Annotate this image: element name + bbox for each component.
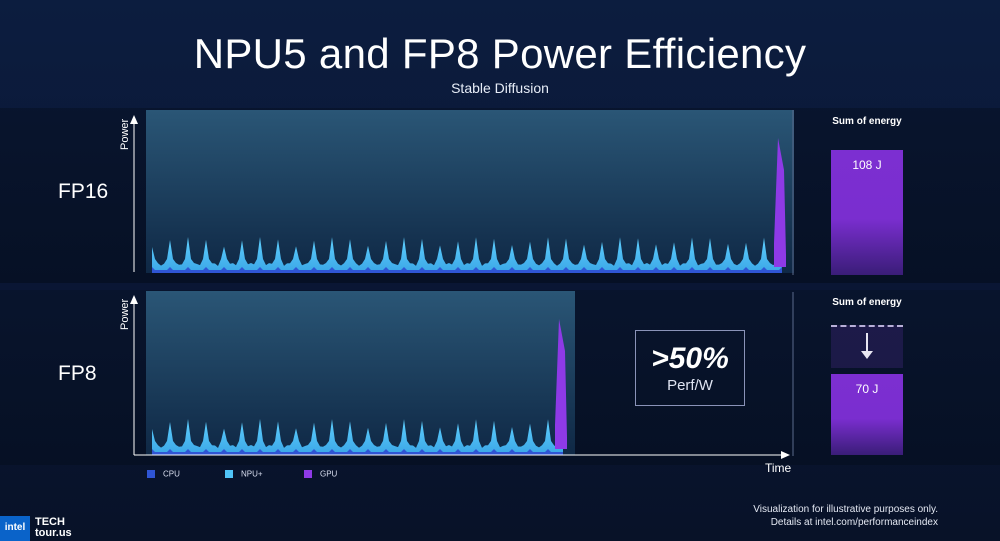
tech-tour-logo: TECH tour.us — [35, 517, 72, 539]
npu-series-area-fp16 — [152, 237, 782, 273]
page-subtitle: Stable Diffusion — [451, 80, 549, 96]
energy-title-fp16: Sum of energy — [832, 116, 902, 127]
legend-item-gpu: GPU — [304, 469, 337, 483]
x-axis-arrow-icon — [781, 451, 790, 459]
legend-item-npu: NPU+ — [225, 469, 263, 483]
plot-area-fp16 — [146, 110, 794, 273]
energy-bar-fp16: 108 J — [831, 150, 903, 275]
gpu-series-spike-fp8 — [555, 319, 567, 449]
cpu-swatch — [147, 469, 155, 478]
npu-swatch — [225, 469, 233, 478]
tech-tour-line-1: TECH — [35, 516, 65, 528]
y-axis-arrow-icon-fp16 — [130, 115, 138, 124]
y-axis-label-fp16: Power — [119, 118, 131, 150]
page-title: NPU5 and FP8 Power Efficiency — [193, 30, 807, 77]
energy-value-fp16: 108 J — [852, 158, 882, 172]
y-axis-label-fp8: Power — [119, 298, 131, 330]
row-label-fp8: FP8 — [58, 362, 97, 385]
tech-tour-line-2: tour.us — [35, 527, 72, 539]
energy-value-fp8: 70 J — [855, 382, 879, 396]
legend-label-cpu: CPU — [163, 469, 180, 479]
down-arrow-icon — [866, 333, 868, 353]
footnote-line-1: Visualization for illustrative purposes … — [753, 504, 938, 515]
arrow-head-icon — [861, 351, 873, 359]
legend-label-gpu: GPU — [320, 469, 338, 479]
plot-area-fp8 — [146, 291, 575, 455]
perf-callout-label: Perf/W — [667, 377, 713, 394]
legend-label-npu: NPU+ — [241, 469, 263, 479]
gpu-series-spike-fp16 — [774, 138, 786, 267]
energy-bar-fp8: 70 J — [831, 374, 903, 455]
row-label-fp16: FP16 — [58, 180, 109, 203]
energy-title-fp8: Sum of energy — [832, 297, 902, 308]
perf-callout: >50% Perf/W — [635, 330, 745, 406]
footnote-line-2: Details at intel.com/performanceindex — [770, 517, 938, 528]
footnote: Visualization for illustrative purposes … — [753, 503, 938, 529]
npu-series-area-fp8 — [152, 419, 563, 455]
cpu-series-area-fp8 — [152, 449, 563, 455]
perf-callout-value: >50% — [651, 342, 729, 375]
y-axis-arrow-icon-fp8 — [130, 295, 138, 304]
cpu-series-area-fp16 — [152, 267, 782, 273]
legend-item-cpu: CPU — [147, 469, 180, 483]
x-axis-label: Time — [765, 461, 792, 475]
intel-logo: intel — [0, 516, 30, 541]
gpu-swatch — [304, 469, 312, 478]
